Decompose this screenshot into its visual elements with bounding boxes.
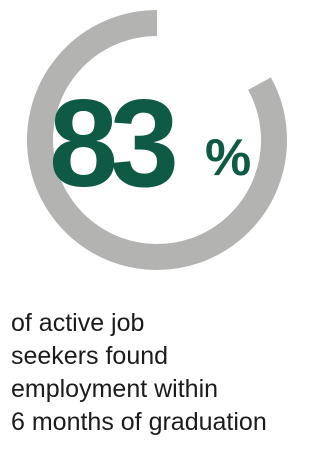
caption-line-1: of active job xyxy=(11,309,145,337)
caption-line-2: seekers found xyxy=(11,342,169,370)
gauge-svg xyxy=(27,10,287,270)
stat-percentage-value: 83 xyxy=(49,75,179,213)
stat-group: 83 % xyxy=(0,82,328,206)
gauge-ring-arc xyxy=(27,10,287,270)
percentage-gauge: 83 % xyxy=(0,10,328,270)
caption-line-4: 6 months of graduation xyxy=(11,408,267,436)
caption-line-3: employment within xyxy=(11,375,219,403)
stat-percent-sign: % xyxy=(205,129,252,187)
stat-caption: of active job seekers found employment w… xyxy=(11,307,326,439)
